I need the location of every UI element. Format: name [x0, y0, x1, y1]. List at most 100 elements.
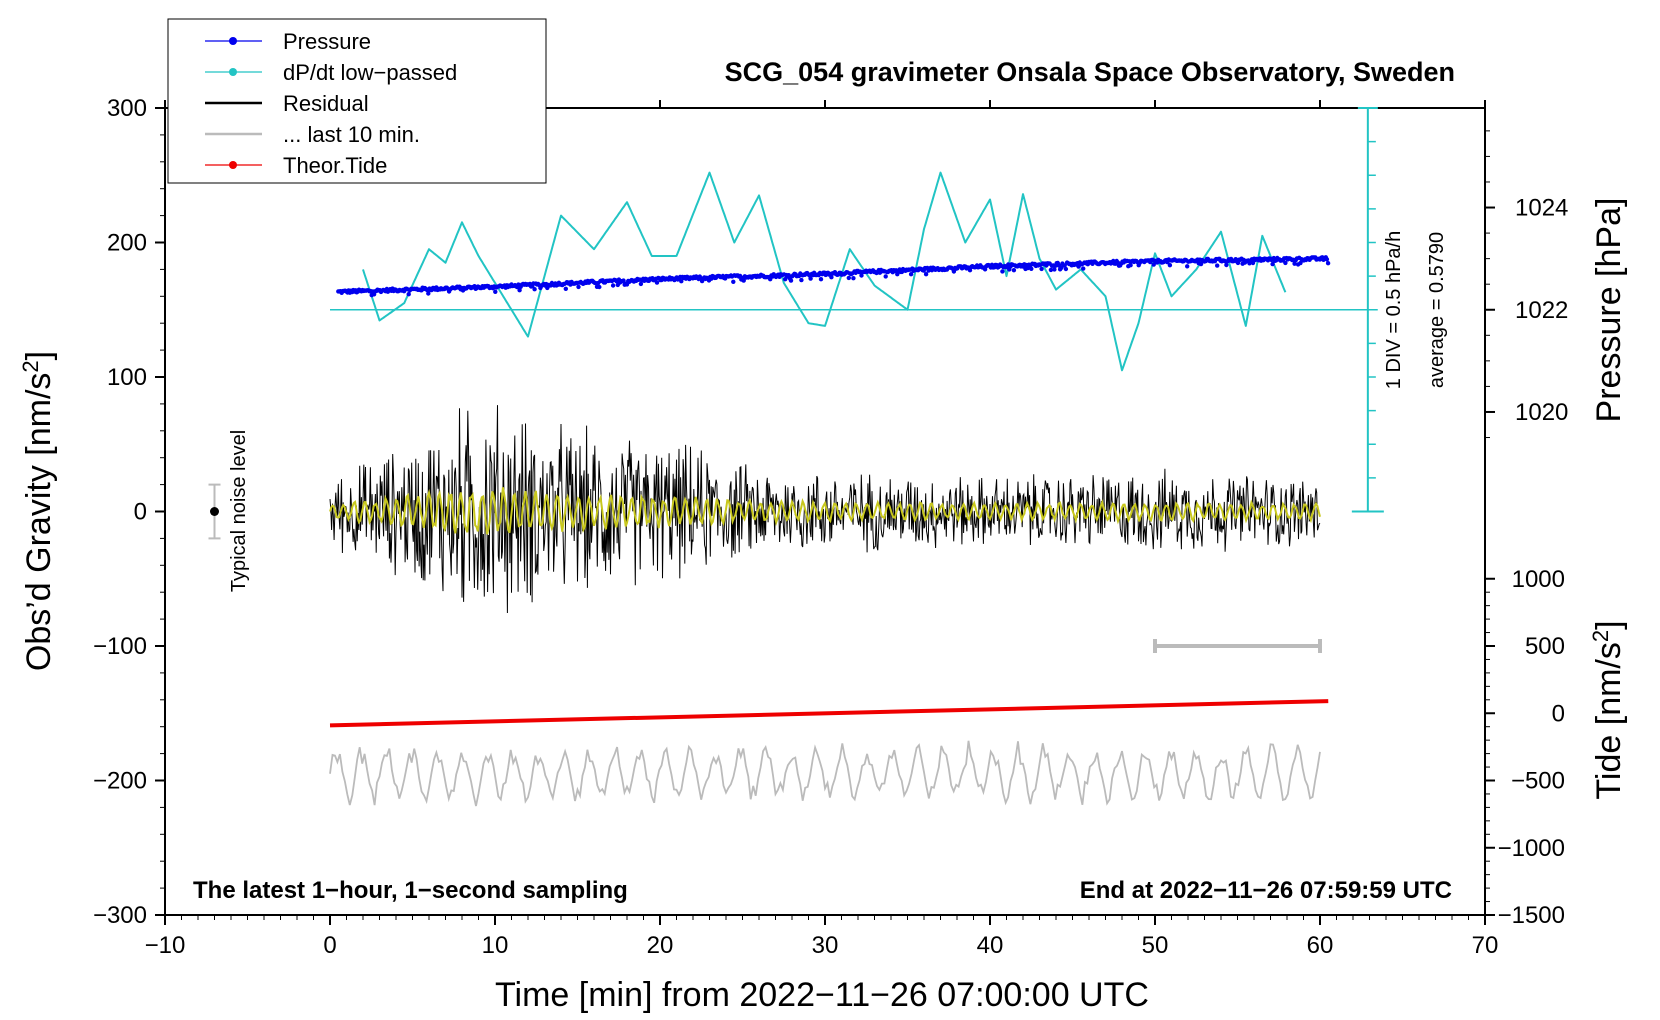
pressure-point	[1250, 260, 1256, 266]
pressure-point	[741, 278, 746, 283]
last10-series-line	[329, 740, 1321, 807]
x-tick-label: 10	[482, 932, 509, 959]
pressure-point	[731, 279, 736, 284]
superscript: 2	[18, 360, 43, 372]
pressure-axis-label: Pressure [hPa]	[1590, 198, 1628, 423]
pressure-point	[799, 277, 804, 283]
pressure-point	[1029, 266, 1034, 271]
pressure-point	[1048, 267, 1054, 273]
pressure-point	[1324, 257, 1330, 262]
legend-label: dP/dt low−passed	[283, 60, 457, 85]
pressure-point	[679, 279, 684, 284]
tide-tick-label: −1000	[1498, 835, 1565, 862]
pressure-point	[532, 287, 537, 292]
x-tick-label: 60	[1307, 932, 1334, 959]
pressure-point	[923, 272, 929, 277]
pressure-point	[517, 288, 522, 293]
tide-axis-label: Tide [nm/s2]	[1588, 620, 1628, 799]
pressure-tick-label: 1024	[1515, 195, 1568, 222]
y-tick-label: −300	[93, 902, 147, 929]
superscript-rest: ]	[20, 351, 58, 360]
pressure-point	[1292, 261, 1297, 266]
x-tick-label: −10	[145, 932, 186, 959]
pressure-point	[1151, 262, 1156, 267]
legend: Pressure dP/dt low−passed Residual ... last…	[167, 18, 547, 184]
x-tick-label: 50	[1142, 932, 1169, 959]
pressure-point	[851, 276, 856, 281]
pressure-point	[846, 275, 851, 281]
pressure-point	[818, 277, 824, 282]
tide-tick-label: −500	[1511, 768, 1565, 795]
pressure-point	[1270, 261, 1275, 267]
x-tick-label: 0	[323, 932, 336, 959]
y-tick-label: −200	[93, 768, 147, 795]
pressure-point	[1081, 266, 1086, 271]
pressure-point	[1283, 260, 1288, 266]
x-tick-label: 20	[647, 932, 674, 959]
scale-bar-note-2: average = 0.5790	[1426, 232, 1448, 388]
legend-marker	[229, 68, 237, 76]
y-tick-label: 0	[134, 499, 147, 526]
x-tick-label: 70	[1472, 932, 1499, 959]
pressure-point	[654, 280, 660, 285]
legend-box	[167, 18, 547, 184]
tide-tick-label: −1500	[1498, 902, 1565, 929]
y-tick-label: 300	[107, 95, 147, 122]
pressure-point	[1185, 264, 1190, 269]
pressure-point	[788, 278, 794, 283]
x-tick-label: 40	[977, 932, 1004, 959]
pressure-point	[883, 274, 888, 279]
y-axis-label: Obs’d Gravity [nm/s2]	[18, 351, 58, 671]
legend-items: Pressure dP/dt low−passed Residual ... last…	[205, 29, 457, 178]
pressure-point	[1325, 261, 1331, 266]
dpdt-series-line	[362, 171, 1287, 372]
pressure-point	[610, 283, 616, 288]
superscript-rest: ]	[1590, 620, 1628, 629]
x-tick-label: 30	[812, 932, 839, 959]
legend-label: Residual	[283, 91, 369, 116]
legend-label: ... last 10 min.	[283, 122, 420, 147]
pressure-series	[336, 255, 1331, 298]
pressure-point	[808, 276, 813, 281]
x-axis-label: Time [min] from 2022−11−26 07:00:00 UTC	[495, 976, 1149, 1014]
legend-marker	[229, 37, 237, 45]
pressure-point	[1011, 268, 1017, 273]
pressure-point	[1128, 263, 1133, 268]
pressure-point	[1224, 262, 1229, 268]
pressure-point	[1167, 263, 1173, 268]
pressure-point	[576, 284, 581, 290]
superscript: 2	[1588, 630, 1613, 642]
tide-tick-label: 0	[1552, 700, 1565, 727]
pressure-tick-label: 1020	[1515, 399, 1568, 426]
residual-series-line	[329, 405, 1321, 614]
pressure-point	[829, 275, 834, 280]
pressure-point	[563, 286, 568, 291]
pressure-point	[908, 272, 914, 277]
pressure-point	[597, 284, 602, 290]
axis-ticks: −10 0 10 20 30 40 50 60 703002001000−100−200−300…	[93, 95, 1568, 959]
pressure-point	[1063, 266, 1069, 272]
scale-bar-note-1: 1 DIV = 0.5 hPa/h	[1383, 231, 1405, 389]
noise-center-dot	[210, 507, 219, 516]
bottom-right-note: End at 2022−11−26 07:59:59 UTC	[1080, 877, 1452, 904]
legend-label: Theor.Tide	[283, 153, 387, 178]
noise-label: Typical noise level	[228, 430, 250, 592]
pressure-point	[638, 281, 644, 287]
tide-series-line	[329, 699, 1329, 728]
y-tick-label: −100	[93, 633, 147, 660]
pressure-point	[1000, 269, 1005, 274]
legend-label: Pressure	[283, 29, 371, 54]
chart-title: SCG_054 gravimeter Onsala Space Observat…	[725, 57, 1455, 87]
pressure-point	[967, 268, 973, 273]
pressure-point	[406, 292, 411, 297]
filtered-residual-line	[329, 487, 1321, 535]
bottom-left-note: The latest 1−hour, 1−second sampling	[193, 877, 628, 904]
pressure-point	[426, 291, 431, 296]
tide-tick-label: 500	[1525, 633, 1565, 660]
pressure-point	[1039, 266, 1044, 272]
pressure-tick-label: 1022	[1515, 297, 1568, 324]
pressure-point	[1215, 263, 1220, 268]
y-tick-label: 200	[107, 230, 147, 257]
pressure-point	[1052, 267, 1057, 272]
